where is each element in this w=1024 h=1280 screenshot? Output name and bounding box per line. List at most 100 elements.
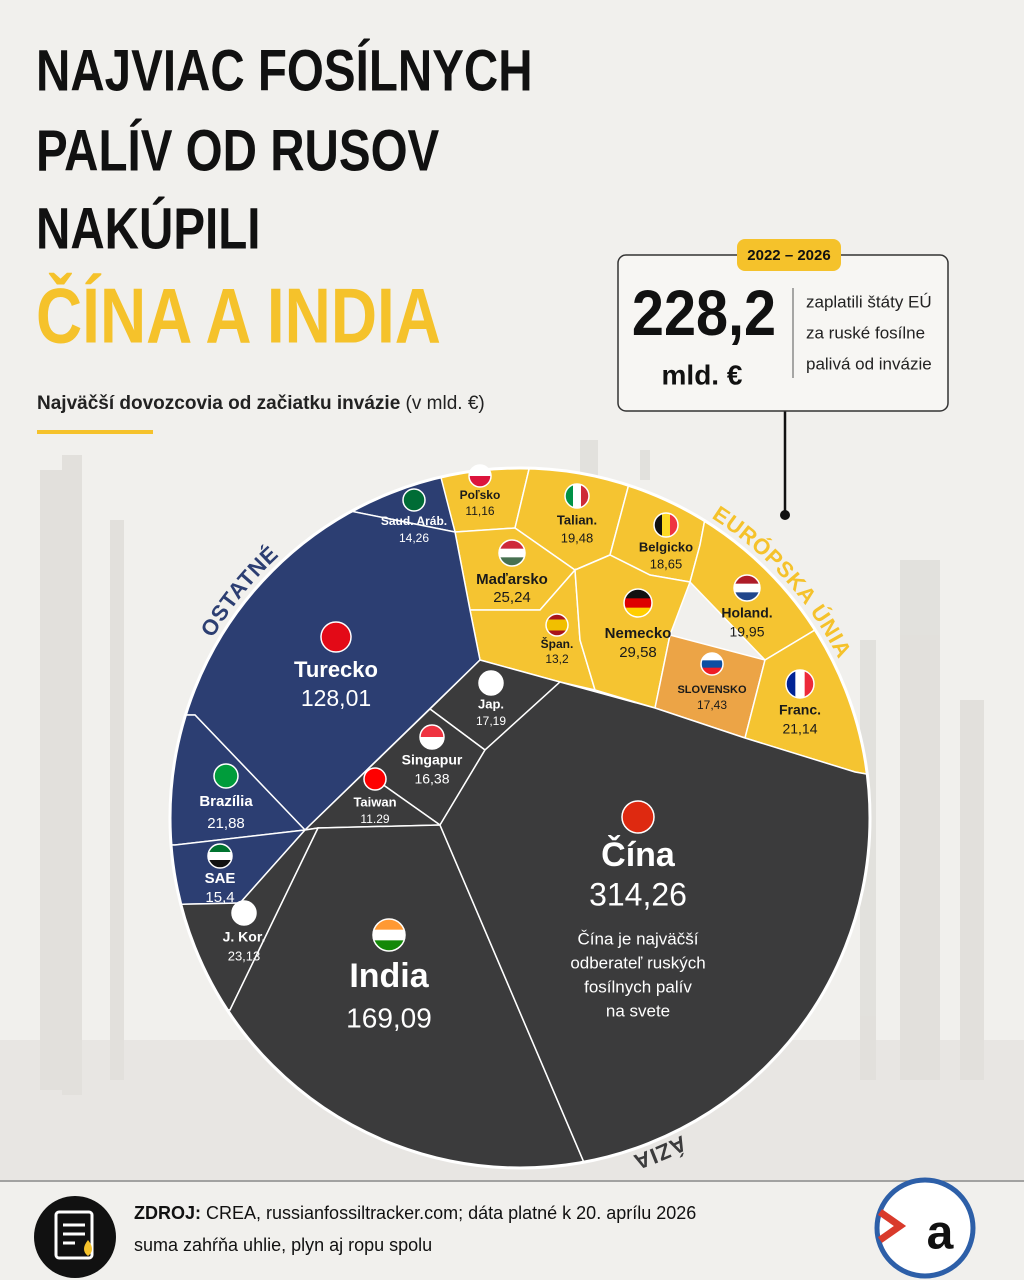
callout: 2022 – 2026 228,2 mld. € zaplatili štáty… <box>617 239 949 520</box>
note-line: na svete <box>606 1001 670 1020</box>
cell-name: Špan. <box>541 636 574 651</box>
source-icon-drop <box>84 1240 92 1256</box>
flag-stripe <box>499 540 525 550</box>
flag-stripe <box>546 630 568 637</box>
flag-stripe <box>795 670 806 698</box>
flag-stripe <box>701 667 723 676</box>
cell-value: 169,09 <box>346 1002 432 1033</box>
flag <box>499 540 525 567</box>
title-line: NAJVIAC FOSÍLNYCH <box>36 38 533 104</box>
cell-name: Singapur <box>402 752 463 768</box>
flag-stripe <box>701 653 723 661</box>
flag <box>654 513 679 537</box>
flag <box>786 670 815 698</box>
cell-name: Čína <box>601 835 676 874</box>
cell-value: 19,95 <box>729 624 764 640</box>
cell-value: 18,65 <box>650 556 683 571</box>
period-badge <box>737 239 841 271</box>
cell-name: Franc. <box>779 702 821 718</box>
callout-text: zaplatili štáty EÚ <box>806 292 932 311</box>
callout-text: za ruské fosílne <box>806 323 925 342</box>
flag-stripe <box>420 725 444 738</box>
unit: (v mld. €) <box>406 393 485 414</box>
cell-name: Holand. <box>721 605 772 621</box>
flag-stripe <box>734 592 760 602</box>
cell-name: Saud. Aráb. <box>381 514 447 528</box>
flag-border <box>733 574 761 602</box>
flag <box>373 919 405 952</box>
underline <box>37 430 153 434</box>
flag-stripe <box>546 614 568 620</box>
flag <box>701 653 723 676</box>
flag <box>208 844 232 869</box>
cell-name: Brazília <box>199 793 253 810</box>
cell-value: 128,01 <box>301 685 371 711</box>
cell-value: 16,38 <box>414 771 449 787</box>
flag-border <box>545 613 569 637</box>
cell-value: 29,58 <box>619 644 657 661</box>
flag-stripe <box>373 929 405 941</box>
flag-stripe <box>373 940 405 952</box>
cell-value: 11.29 <box>360 812 389 826</box>
cell-name: J. Kor. <box>223 929 266 945</box>
flag-stripe <box>701 660 723 669</box>
flag-border <box>468 464 492 488</box>
flag-stripe <box>734 575 760 585</box>
flag-border <box>564 483 590 509</box>
cell-value: 11,16 <box>465 504 494 518</box>
flag-stripe <box>208 844 232 853</box>
flag-border <box>207 843 233 869</box>
cell-value: 21,14 <box>782 721 817 737</box>
flag <box>624 589 652 618</box>
flag-stripe <box>420 737 444 750</box>
flag-stripe <box>624 607 652 618</box>
flag-stripe <box>624 598 652 609</box>
cell-name: SAE <box>205 870 236 887</box>
flag <box>565 484 590 508</box>
flag-border <box>623 588 653 618</box>
source-icon-doc <box>54 1210 94 1260</box>
title-line: PALÍV OD RUSOV <box>36 118 439 184</box>
logo-arrow <box>877 1209 907 1243</box>
cell-value: 13,2 <box>545 652 569 666</box>
flag-border <box>213 763 239 789</box>
flag-stripe <box>499 548 525 558</box>
source: ZDROJ: CREA, russianfossiltracker.com; d… <box>134 1203 696 1223</box>
flag-stripe <box>546 619 568 626</box>
flag-border <box>372 918 406 952</box>
cell-value: 21,88 <box>207 815 245 832</box>
period: 2022 – 2026 <box>747 247 830 264</box>
flag-border <box>320 621 352 653</box>
cell-name: Turecko <box>294 657 378 682</box>
flag-stripe <box>565 484 574 508</box>
title-accent: ČÍNA A INDIA <box>36 272 441 361</box>
flag-stripe <box>364 768 386 791</box>
flag-border <box>498 539 526 567</box>
cell-name: Jap. <box>478 696 504 711</box>
cell-labels: Poľsko 11,16 Talian. 19,48 Belgicko 18,65 Hola… <box>199 464 821 1033</box>
cell-name: Poľsko <box>460 488 501 502</box>
callout-value: 228,2 <box>632 277 776 348</box>
flag-stripe <box>654 513 663 537</box>
cell-name: Maďarsko <box>476 571 548 588</box>
source-icon-lines <box>63 1223 85 1245</box>
callout-dot <box>780 510 790 520</box>
flag-stripe <box>581 484 590 508</box>
flag-stripe <box>403 489 425 512</box>
cell-name: Nemecko <box>605 625 672 642</box>
flag-stripe <box>670 513 679 537</box>
flag <box>469 465 491 488</box>
cell-value: 14,26 <box>399 531 429 545</box>
cell-value: 17,43 <box>697 698 727 712</box>
flag-border <box>700 652 724 676</box>
note-line: fosílnych palív <box>584 977 692 996</box>
cell-value: 15,4 <box>205 889 234 906</box>
flag-border <box>231 900 257 926</box>
cell-name: India <box>349 957 429 995</box>
callout-unit: mld. € <box>662 359 743 390</box>
subtitle: Najväčší dovozcovia od začiatku invázie … <box>37 393 485 414</box>
flag-stripe <box>662 513 671 537</box>
flag-border <box>653 512 679 538</box>
note-line: Čína je najväčší <box>578 929 699 948</box>
